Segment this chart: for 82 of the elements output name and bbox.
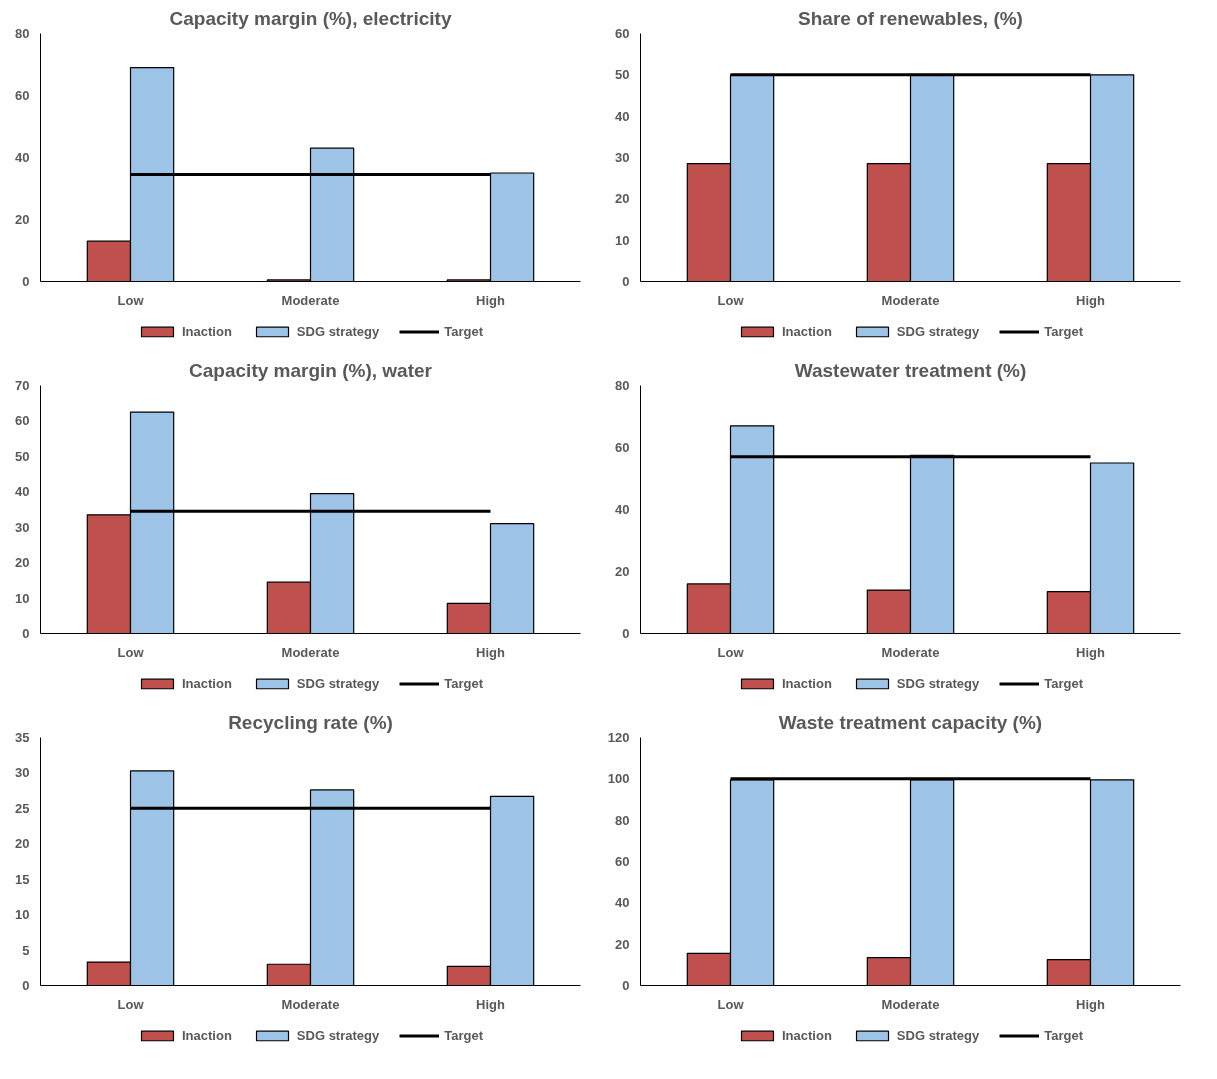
y-tick-label: 35 <box>15 730 30 745</box>
y-tick-label: 80 <box>615 812 630 828</box>
y-tick-label: 20 <box>615 564 630 579</box>
y-tick-label: 60 <box>15 88 30 103</box>
x-tick-label: High <box>1076 996 1105 1012</box>
legend-label: Target <box>444 323 483 339</box>
legend-label: Inaction <box>782 323 832 339</box>
y-tick-label: 20 <box>15 212 30 227</box>
y-tick-label: 15 <box>15 871 30 887</box>
y-tick-label: 80 <box>615 378 630 393</box>
y-tick-label: 120 <box>607 730 630 745</box>
legend-label: Inaction <box>182 675 232 691</box>
x-tick-label: High <box>1076 644 1105 660</box>
legend-label: SDG strategy <box>296 1027 380 1043</box>
chart-title: Capacity margin (%), water <box>189 359 433 381</box>
y-tick-label: 0 <box>622 978 630 993</box>
y-tick-label: 0 <box>622 274 630 289</box>
x-tick-label: High <box>476 996 505 1012</box>
y-tick-label: 40 <box>15 150 30 165</box>
x-tick-label: Low <box>117 292 145 308</box>
y-tick-label: 25 <box>15 800 30 816</box>
legend-label: Target <box>1044 1027 1083 1043</box>
y-tick-label: 40 <box>615 895 630 911</box>
x-tick-label: Low <box>717 292 745 308</box>
y-tick-label: 60 <box>615 854 630 869</box>
y-tick-label: 10 <box>615 232 630 248</box>
legend-label: Inaction <box>782 1027 832 1043</box>
legend-label: Target <box>1044 323 1083 339</box>
y-tick-label: 60 <box>615 26 630 41</box>
legend-label: SDG strategy <box>896 675 980 691</box>
y-tick-label: 80 <box>15 26 30 41</box>
chart-title: Capacity margin (%), electricity <box>169 7 452 29</box>
y-tick-label: 0 <box>22 274 30 289</box>
x-tick-label: Low <box>717 996 745 1012</box>
y-tick-label: 100 <box>607 771 630 787</box>
y-tick-label: 0 <box>22 978 30 993</box>
x-tick-label: High <box>1076 292 1105 308</box>
y-tick-label: 10 <box>15 590 30 606</box>
x-tick-label: High <box>476 292 505 308</box>
y-tick-label: 30 <box>15 519 30 535</box>
legend-label: SDG strategy <box>896 323 980 339</box>
y-tick-label: 60 <box>615 440 630 455</box>
legend-label: Target <box>1044 675 1083 691</box>
y-tick-label: 20 <box>615 936 630 952</box>
y-tick-label: 40 <box>615 108 630 124</box>
y-tick-label: 20 <box>15 555 30 571</box>
chart-title: Share of renewables, (%) <box>798 7 1023 29</box>
y-tick-label: 40 <box>615 502 630 517</box>
y-tick-label: 50 <box>615 67 630 83</box>
x-tick-label: Moderate <box>881 996 940 1012</box>
y-tick-label: 10 <box>15 907 30 923</box>
chart-title: Wastewater treatment (%) <box>794 359 1027 381</box>
legend-label: Inaction <box>182 323 232 339</box>
y-tick-label: 20 <box>15 836 30 852</box>
y-tick-label: 5 <box>22 942 30 958</box>
x-tick-label: Moderate <box>881 644 940 660</box>
y-tick-label: 30 <box>615 150 630 165</box>
y-tick-label: 40 <box>15 484 30 500</box>
legend-label: Target <box>444 675 483 691</box>
legend-label: SDG strategy <box>296 323 380 339</box>
x-tick-label: Moderate <box>281 644 340 660</box>
y-tick-label: 30 <box>15 765 30 781</box>
legend-label: Inaction <box>782 675 832 691</box>
x-tick-label: Moderate <box>881 292 940 308</box>
x-tick-label: Low <box>717 644 745 660</box>
legend-label: SDG strategy <box>896 1027 980 1043</box>
y-tick-label: 70 <box>15 378 30 393</box>
y-tick-label: 20 <box>615 191 630 207</box>
legend-label: SDG strategy <box>296 675 380 691</box>
x-tick-label: Low <box>117 644 145 660</box>
legend-label: Target <box>444 1027 483 1043</box>
x-tick-label: High <box>476 644 505 660</box>
x-tick-label: Low <box>117 996 145 1012</box>
legend-label: Inaction <box>182 1027 232 1043</box>
y-tick-label: 50 <box>15 448 30 464</box>
y-tick-label: 0 <box>22 626 30 641</box>
chart-title: Waste treatment capacity (%) <box>778 711 1043 733</box>
y-tick-label: 60 <box>15 413 30 429</box>
y-tick-label: 0 <box>622 626 630 641</box>
x-tick-label: Moderate <box>281 292 340 308</box>
chart-title: Recycling rate (%) <box>228 711 393 733</box>
x-tick-label: Moderate <box>281 996 340 1012</box>
